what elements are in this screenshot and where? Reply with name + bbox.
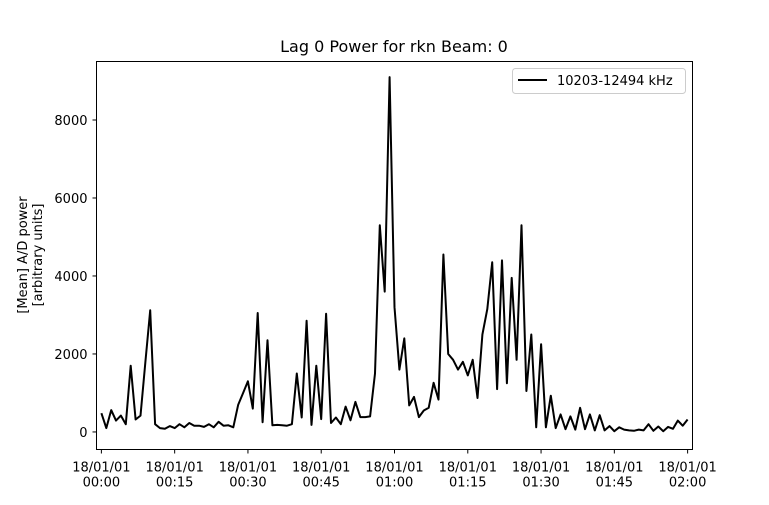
x-tick-label-date: 18/01/01 xyxy=(585,461,643,476)
y-tick-label: 0 xyxy=(79,426,87,441)
y-axis-label-line1: [Mean] A/D power xyxy=(16,196,31,314)
legend-label: 10203-12494 kHz xyxy=(557,74,673,89)
x-tick-label-time: 01:00 xyxy=(376,476,413,491)
y-tick-label: 2000 xyxy=(54,348,87,363)
x-tick-label-time: 01:45 xyxy=(596,476,633,491)
chart-title: Lag 0 Power for rkn Beam: 0 xyxy=(280,37,508,56)
x-tick-label-date: 18/01/01 xyxy=(365,461,423,476)
legend: 10203-12494 kHz xyxy=(512,68,686,94)
x-tick-label-time: 00:30 xyxy=(229,476,266,491)
x-tick-label-time: 01:15 xyxy=(449,476,486,491)
y-tick-label: 6000 xyxy=(54,192,87,207)
y-tick-label: 8000 xyxy=(54,114,87,129)
x-tick-label-date: 18/01/01 xyxy=(292,461,350,476)
x-axis: 18/01/0100:0018/01/0100:1518/01/0100:301… xyxy=(72,449,717,491)
y-axis: 0 2000 4000 6000 8000 xyxy=(54,114,97,441)
x-tick-label-date: 18/01/01 xyxy=(439,461,497,476)
y-axis-label-line2: [arbitrary units] xyxy=(31,204,46,307)
y-axis-label: [Mean] A/D power [arbitrary units] xyxy=(16,196,46,314)
x-tick-label-time: 02:00 xyxy=(669,476,706,491)
x-tick-label-time: 00:00 xyxy=(83,476,120,491)
series-line-0 xyxy=(100,76,689,433)
x-tick-label-date: 18/01/01 xyxy=(658,461,716,476)
x-tick-label-date: 18/01/01 xyxy=(145,461,203,476)
x-tick-label-date: 18/01/01 xyxy=(72,461,130,476)
x-tick-label-time: 00:15 xyxy=(156,476,193,491)
plot-area xyxy=(100,76,689,433)
plot-frame xyxy=(96,61,693,450)
x-tick-label-time: 01:30 xyxy=(522,476,559,491)
x-tick-label-time: 00:45 xyxy=(302,476,339,491)
x-tick-label-date: 18/01/01 xyxy=(219,461,277,476)
y-tick-label: 4000 xyxy=(54,270,87,285)
x-tick-label-date: 18/01/01 xyxy=(512,461,570,476)
legend-box xyxy=(512,68,686,94)
